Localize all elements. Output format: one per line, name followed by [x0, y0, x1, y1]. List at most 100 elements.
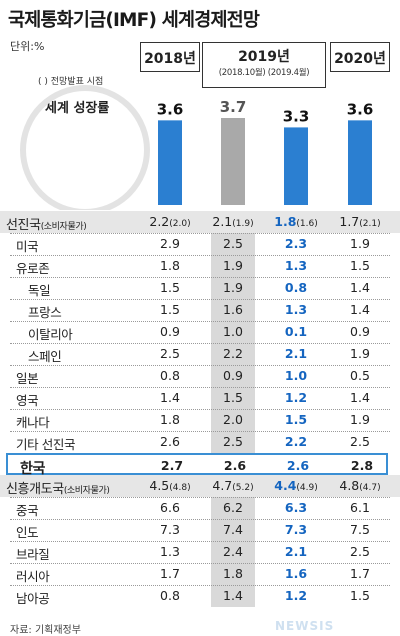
cell-main: 4.4 — [274, 478, 297, 493]
row-label: 프랑스 — [28, 302, 62, 321]
row-label: 영국 — [16, 390, 39, 409]
table-row: 남아공 0.8 1.4 1.2 1.5 — [0, 585, 400, 607]
cell-value: 0.9 — [203, 368, 263, 383]
row-name: 미국 — [16, 239, 39, 254]
row-name: 캐나다 — [16, 415, 50, 430]
cell-value: 4.7(5.2) — [203, 478, 263, 493]
cell-main: 2.2 — [149, 214, 170, 229]
cell-value: 2.8 — [332, 458, 392, 473]
cell-value: 1.4 — [330, 280, 390, 295]
row-divider — [10, 299, 390, 300]
cell-value: 7.5 — [330, 522, 390, 537]
row-divider — [10, 343, 390, 344]
cell-main: 1.4 — [223, 588, 243, 603]
cell-main: 7.3 — [284, 522, 308, 537]
cell-value: 2.5 — [203, 434, 263, 449]
row-label: 일본 — [16, 368, 39, 387]
cell-value: 1.8 — [203, 566, 263, 581]
cell-main: 2.2 — [284, 434, 308, 449]
cell-value: 1.6 — [203, 302, 263, 317]
cell-main: 1.3 — [160, 544, 180, 559]
cell-value: 2.5 — [330, 434, 390, 449]
cell-main: 0.9 — [350, 324, 370, 339]
cell-value: 4.5(4.8) — [140, 478, 200, 493]
cell-value: 1.7 — [140, 566, 200, 581]
row-name: 독일 — [28, 283, 51, 298]
cell-main: 1.3 — [284, 258, 308, 273]
cell-main: 1.7 — [160, 566, 180, 581]
cell-value: 2.5 — [140, 346, 200, 361]
table-row: 신흥개도국(소비자물가) 4.5(4.8) 4.7(5.2) 4.4(4.9) 4.8(… — [0, 475, 400, 497]
table-row: 프랑스 1.5 1.6 1.3 1.4 — [0, 299, 400, 321]
cell-main: 6.2 — [223, 500, 243, 515]
cell-main: 2.1 — [284, 544, 308, 559]
cell-value: 6.1 — [330, 500, 390, 515]
cell-value: 2.1 — [266, 346, 326, 361]
cell-value: 2.6 — [205, 458, 265, 473]
cell-paren: (4.7) — [359, 483, 381, 493]
cell-value: 0.8 — [266, 280, 326, 295]
table-row: 미국 2.9 2.5 2.3 1.9 — [0, 233, 400, 255]
cell-main: 4.8 — [339, 478, 360, 493]
table-row: 인도 7.3 7.4 7.3 7.5 — [0, 519, 400, 541]
cell-value: 2.3 — [266, 236, 326, 251]
row-label: 인도 — [16, 522, 39, 541]
cell-main: 2.9 — [160, 236, 180, 251]
cell-main: 1.0 — [284, 368, 308, 383]
unit-label: 단위:% — [10, 40, 45, 53]
cell-value: 1.9 — [330, 236, 390, 251]
header-2019-year: 2019년 — [238, 49, 290, 65]
bar-1 — [221, 118, 245, 205]
row-divider — [10, 321, 390, 322]
cell-value: 1.9 — [330, 346, 390, 361]
row-divider — [10, 519, 390, 520]
page-title: 국제통화기금(IMF) 세계경제전망 — [8, 10, 260, 31]
table-row: 러시아 1.7 1.8 1.6 1.7 — [0, 563, 400, 585]
cell-value: 2.2 — [203, 346, 263, 361]
cell-value: 4.4(4.9) — [266, 478, 326, 493]
cell-value: 0.9 — [330, 324, 390, 339]
cell-main: 2.5 — [350, 434, 370, 449]
cell-value: 2.6 — [140, 434, 200, 449]
cell-main: 4.7 — [212, 478, 233, 493]
row-name: 프랑스 — [28, 305, 62, 320]
cell-main: 0.8 — [160, 588, 180, 603]
row-note: (소비자물가) — [63, 486, 110, 496]
cell-main: 1.4 — [350, 302, 370, 317]
cell-value: 1.5 — [330, 258, 390, 273]
release-note: ( ) 전망발표 시점 — [38, 77, 104, 87]
cell-main: 0.1 — [284, 324, 308, 339]
cell-value: 1.7 — [330, 566, 390, 581]
source-label: 자료: 기획재정부 — [10, 625, 81, 636]
cell-main: 0.9 — [223, 368, 243, 383]
row-name: 신흥개도국 — [6, 482, 64, 497]
cell-main: 2.4 — [223, 544, 243, 559]
table-row: 선진국(소비자물가) 2.2(2.0) 2.1(1.9) 1.8(1.6) 1.7(2.… — [0, 211, 400, 233]
row-label: 브라질 — [16, 544, 50, 563]
cell-value: 1.5 — [140, 280, 200, 295]
watermark-logo: NEWSIS — [275, 619, 335, 633]
row-label: 한국 — [20, 458, 45, 478]
cell-value: 1.5 — [266, 412, 326, 427]
cell-value: 4.8(4.7) — [330, 478, 390, 493]
cell-main: 1.9 — [350, 412, 370, 427]
row-name: 브라질 — [16, 547, 50, 562]
row-name: 중국 — [16, 503, 39, 518]
cell-main: 1.5 — [160, 280, 180, 295]
row-name: 일본 — [16, 371, 39, 386]
table-row: 독일 1.5 1.9 0.8 1.4 — [0, 277, 400, 299]
table-row: 영국 1.4 1.5 1.2 1.4 — [0, 387, 400, 409]
cell-value: 2.2 — [266, 434, 326, 449]
row-label: 기타 선진국 — [16, 434, 75, 453]
cell-value: 1.2 — [266, 390, 326, 405]
cell-main: 1.7 — [350, 566, 370, 581]
bar-0 — [158, 120, 182, 205]
cell-main: 2.1 — [212, 214, 233, 229]
cell-value: 6.6 — [140, 500, 200, 515]
row-name: 러시아 — [16, 569, 50, 584]
row-divider — [10, 365, 390, 366]
cell-main: 1.6 — [223, 302, 243, 317]
row-divider — [10, 277, 390, 278]
imf-emblem-watermark — [20, 85, 150, 210]
row-divider — [10, 541, 390, 542]
